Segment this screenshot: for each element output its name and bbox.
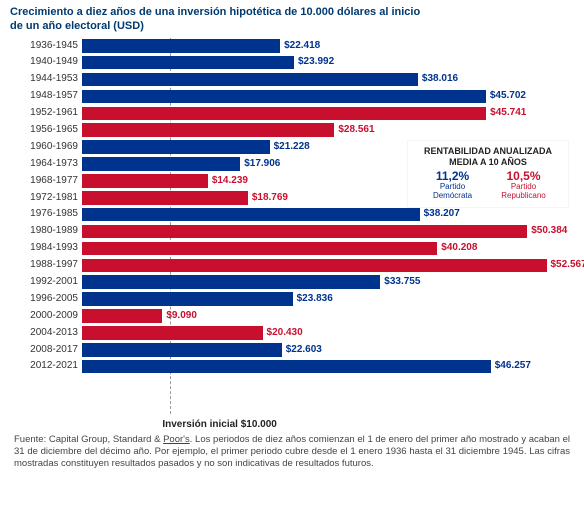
bar: $21.228 — [82, 140, 270, 154]
bar: $33.755 — [82, 275, 380, 289]
bar: $23.836 — [82, 292, 293, 306]
bar-value-label: $18.769 — [252, 190, 288, 207]
rep-party-label: Partido Republicano — [488, 183, 559, 200]
bar-row: 1948-1957$45.702 — [82, 88, 568, 105]
period-label: 2008-2017 — [10, 342, 78, 359]
bar: $17.906 — [82, 157, 240, 171]
bar: $18.769 — [82, 191, 248, 205]
bar-row: 1980-1989$50.384 — [82, 223, 568, 240]
bar: $20.430 — [82, 326, 263, 340]
bar-row: 1996-2005$23.836 — [82, 291, 568, 308]
bar-row: 1952-1961$45.741 — [82, 105, 568, 122]
title-line2: de un año electoral (USD) — [10, 20, 144, 32]
bar: $46.257 — [82, 360, 491, 374]
inset-rep-col: 10,5% Partido Republicano — [488, 169, 559, 200]
bar-value-label: $22.418 — [284, 38, 320, 55]
period-label: 1984-1993 — [10, 240, 78, 257]
bar-value-label: $9.090 — [166, 308, 197, 325]
period-label: 1960-1969 — [10, 139, 78, 156]
bar: $50.384 — [82, 225, 527, 239]
inset-columns: 11,2% Partido Demócrata 10,5% Partido Re… — [417, 169, 559, 200]
period-label: 1944-1953 — [10, 71, 78, 88]
inset-title: RENTABILIDAD ANUALIZADA MEDIA A 10 AÑOS — [417, 146, 559, 168]
reference-label: Inversión inicial $10.000 — [162, 419, 277, 430]
period-label: 2004-2013 — [10, 325, 78, 342]
returns-inset: RENTABILIDAD ANUALIZADA MEDIA A 10 AÑOS … — [408, 141, 568, 207]
period-label: 2000-2009 — [10, 308, 78, 325]
period-label: 1948-1957 — [10, 88, 78, 105]
bar-row: 1992-2001$33.755 — [82, 274, 568, 291]
bar-value-label: $46.257 — [495, 358, 531, 375]
bar-value-label: $21.228 — [274, 139, 310, 156]
period-label: 1972-1981 — [10, 190, 78, 207]
period-label: 1968-1977 — [10, 173, 78, 190]
bar: $9.090 — [82, 309, 162, 323]
bar: $45.741 — [82, 107, 486, 121]
rep-return-pct: 10,5% — [488, 169, 559, 183]
bar-value-label: $38.207 — [424, 206, 460, 223]
bar-row: 1940-1949$23.992 — [82, 54, 568, 71]
bar-value-label: $45.741 — [490, 105, 526, 122]
footnote-underline: Poor's — [163, 434, 190, 445]
bar: $28.561 — [82, 123, 334, 137]
bar-value-label: $23.836 — [297, 291, 333, 308]
dem-return-pct: 11,2% — [417, 169, 488, 183]
bar-chart: 1936-1945$22.4181940-1949$23.9921944-195… — [10, 38, 574, 428]
bar-row: 1944-1953$38.016 — [82, 71, 568, 88]
bar: $38.207 — [82, 208, 420, 222]
period-label: 1988-1997 — [10, 257, 78, 274]
period-label: 1992-2001 — [10, 274, 78, 291]
bar-row: 2012-2021$46.257 — [82, 358, 568, 375]
bar-row: 1976-1985$38.207 — [82, 206, 568, 223]
bar-value-label: $45.702 — [490, 88, 526, 105]
bar-value-label: $23.992 — [298, 54, 334, 71]
bar: $14.239 — [82, 174, 208, 188]
bar: $38.016 — [82, 73, 418, 87]
bar-value-label: $40.208 — [441, 240, 477, 257]
period-label: 1940-1949 — [10, 54, 78, 71]
period-label: 1936-1945 — [10, 38, 78, 55]
bar: $22.418 — [82, 39, 280, 53]
period-label: 1996-2005 — [10, 291, 78, 308]
footnote: Fuente: Capital Group, Standard & Poor's… — [0, 428, 584, 471]
bars-area: 1936-1945$22.4181940-1949$23.9921944-195… — [82, 38, 568, 414]
bar-value-label: $50.384 — [531, 223, 567, 240]
bar-row: 1936-1945$22.418 — [82, 38, 568, 55]
period-label: 1980-1989 — [10, 223, 78, 240]
period-label: 1964-1973 — [10, 156, 78, 173]
bar-value-label: $38.016 — [422, 71, 458, 88]
bar-row: 1984-1993$40.208 — [82, 240, 568, 257]
bar-row: 1988-1997$52.567 — [82, 257, 568, 274]
bar-value-label: $33.755 — [384, 274, 420, 291]
period-label: 1956-1965 — [10, 122, 78, 139]
bar-row: 2004-2013$20.430 — [82, 325, 568, 342]
bar: $40.208 — [82, 242, 437, 256]
bar-value-label: $14.239 — [212, 173, 248, 190]
bar: $23.992 — [82, 56, 294, 70]
period-label: 1952-1961 — [10, 105, 78, 122]
bar-row: 1956-1965$28.561 — [82, 122, 568, 139]
bar-value-label: $22.603 — [286, 342, 322, 359]
bar-value-label: $17.906 — [244, 156, 280, 173]
period-label: 2012-2021 — [10, 358, 78, 375]
bar: $45.702 — [82, 90, 486, 104]
inset-dem-col: 11,2% Partido Demócrata — [417, 169, 488, 200]
chart-title: Crecimiento a diez años de una inversión… — [0, 0, 584, 36]
bar: $52.567 — [82, 259, 547, 273]
bar: $22.603 — [82, 343, 282, 357]
bar-value-label: $52.567 — [551, 257, 584, 274]
bar-row: 2000-2009$9.090 — [82, 308, 568, 325]
period-label: 1976-1985 — [10, 206, 78, 223]
title-line1: Crecimiento a diez años de una inversión… — [10, 6, 420, 18]
bar-value-label: $20.430 — [267, 325, 303, 342]
bar-row: 2008-2017$22.603 — [82, 342, 568, 359]
bar-value-label: $28.561 — [338, 122, 374, 139]
dem-party-label: Partido Demócrata — [417, 183, 488, 200]
